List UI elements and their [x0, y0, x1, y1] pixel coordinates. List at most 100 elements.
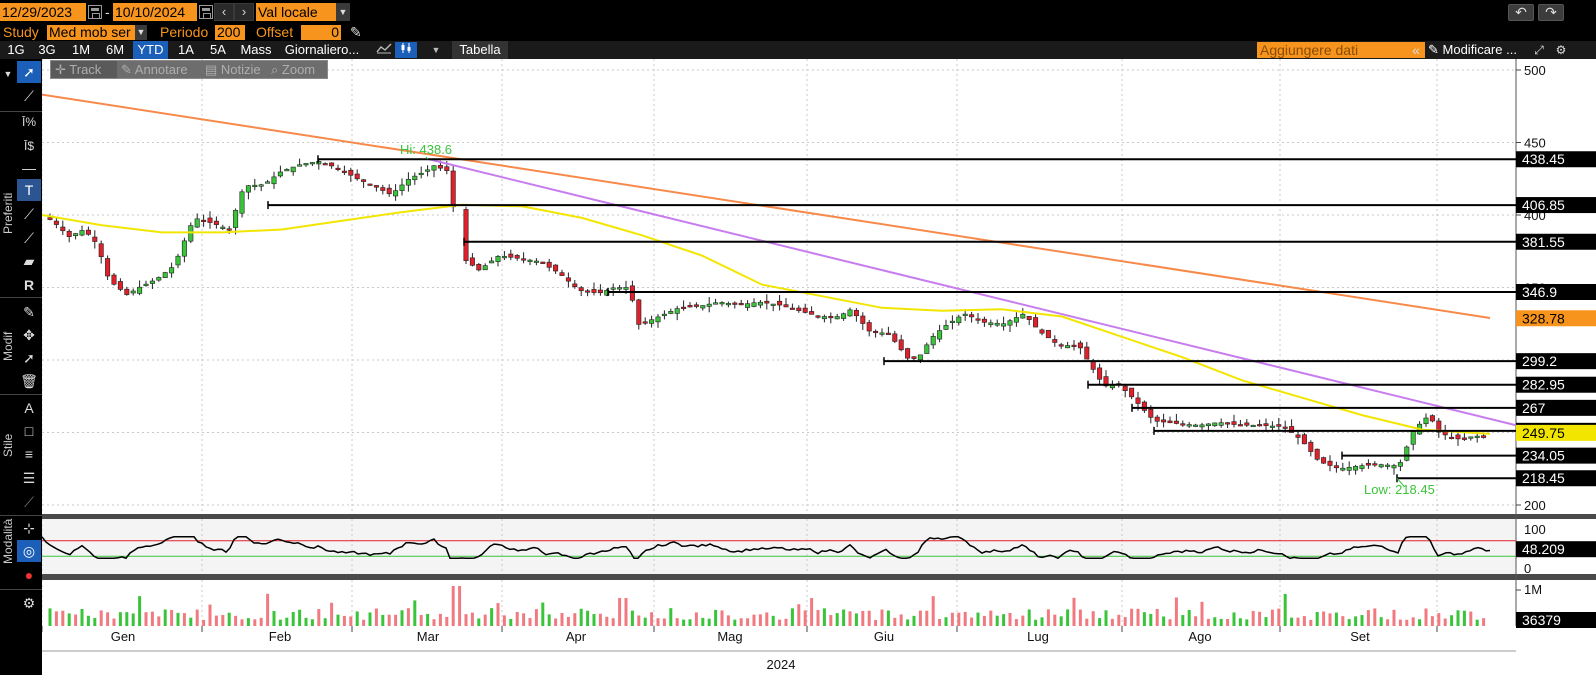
- trash-icon[interactable]: 🗑: [20, 373, 38, 389]
- dollar-icon[interactable]: Ī$: [23, 139, 34, 153]
- range-ytd[interactable]: YTD: [133, 41, 168, 59]
- volume-bar: [1341, 616, 1345, 626]
- volume-bar: [1034, 619, 1038, 626]
- prev-period-button[interactable]: ‹: [214, 3, 234, 21]
- line-chart-icon[interactable]: [373, 42, 395, 58]
- color-palette-icon[interactable]: ●: [24, 567, 34, 583]
- offset-label: Offset: [256, 24, 294, 40]
- range-mass[interactable]: Mass: [240, 42, 272, 57]
- candle: [1071, 344, 1077, 347]
- range-1a[interactable]: 1A: [178, 42, 194, 57]
- candle: [1148, 408, 1154, 418]
- volume-bar: [1354, 616, 1358, 626]
- add-data-input[interactable]: Aggiungere dati: [1257, 42, 1425, 58]
- volume-bar: [157, 616, 161, 626]
- collapse-icon[interactable]: «: [1412, 42, 1420, 58]
- range-5a[interactable]: 5A: [210, 42, 226, 57]
- calendar-icon[interactable]: [199, 5, 213, 19]
- ray-icon[interactable]: ⟋: [24, 206, 34, 222]
- move-icon[interactable]: ✥: [23, 327, 35, 343]
- pencil-icon[interactable]: ✎: [350, 24, 362, 40]
- pencil-icon[interactable]: ✎: [23, 304, 35, 320]
- volume-bar: [1334, 612, 1338, 626]
- candle: [1263, 423, 1269, 426]
- volume-bar: [573, 613, 577, 626]
- currency-select[interactable]: Val locale: [256, 3, 336, 21]
- undo-icon[interactable]: ↶: [1508, 4, 1534, 21]
- crosshair-icon[interactable]: ⊹: [23, 520, 35, 536]
- range-1m[interactable]: 1M: [71, 42, 91, 57]
- draw-line-icon[interactable]: ⟋: [24, 88, 34, 104]
- candlestick-icon[interactable]: [395, 42, 417, 58]
- candle: [1173, 420, 1179, 424]
- line-width-icon[interactable]: ≡: [24, 446, 34, 462]
- x-tick-label: Gen: [111, 629, 136, 644]
- study-select[interactable]: Med mob ser: [47, 25, 135, 40]
- refresh-icon[interactable]: ↷: [1538, 4, 1564, 21]
- frequency-select[interactable]: Giornaliero...: [284, 42, 360, 57]
- candle: [597, 289, 603, 294]
- candle: [802, 307, 808, 313]
- candle: [412, 175, 418, 181]
- x-tick-label: Set: [1350, 629, 1370, 644]
- start-date-field[interactable]: 12/29/2023: [0, 3, 86, 21]
- gear-icon[interactable]: ⚙: [22, 595, 36, 611]
- text-tool-icon[interactable]: T: [17, 179, 41, 201]
- volume-bar: [266, 593, 270, 626]
- calendar-icon[interactable]: [88, 5, 102, 19]
- magnet-icon[interactable]: ◎: [17, 540, 41, 562]
- trend-line-icon[interactable]: ⟋: [24, 230, 34, 246]
- end-date-field[interactable]: 10/10/2024: [113, 3, 197, 21]
- font-icon[interactable]: A: [24, 400, 34, 416]
- table-button[interactable]: Tabella: [452, 41, 508, 59]
- volume-bar: [342, 615, 346, 626]
- volume-bar: [1469, 611, 1473, 626]
- track-button[interactable]: ✛ Track: [51, 61, 117, 78]
- volume-bar: [195, 609, 199, 626]
- candle: [610, 287, 616, 290]
- next-period-button[interactable]: ›: [234, 3, 254, 21]
- volume-bar: [624, 598, 628, 626]
- price-chart[interactable]: 500450400350300250200GenFebMarAprMagGiuL…: [42, 59, 1596, 675]
- volume-bar: [810, 598, 814, 626]
- chevron-down-icon[interactable]: ▼: [135, 25, 147, 40]
- volume-bar: [381, 614, 385, 626]
- volume-bar: [950, 612, 954, 626]
- gear-icon[interactable]: ⚙: [1555, 43, 1567, 57]
- range-1g[interactable]: 1G: [7, 42, 25, 57]
- cursor-icon[interactable]: ➚: [17, 61, 41, 83]
- volume-bar: [502, 615, 506, 626]
- offset-input[interactable]: 0: [301, 25, 341, 40]
- candle: [149, 280, 155, 284]
- chart-area[interactable]: 500450400350300250200GenFebMarAprMagGiuL…: [42, 59, 1596, 675]
- volume-bar: [579, 608, 583, 626]
- oscillator-line: [42, 536, 1491, 560]
- range-6m[interactable]: 6M: [105, 42, 125, 57]
- volume-bar: [227, 612, 231, 626]
- retracement-icon[interactable]: R: [23, 277, 35, 293]
- candle: [866, 322, 872, 332]
- modify-button[interactable]: ✎ Modificare ...: [1428, 41, 1524, 59]
- volume-bar: [432, 619, 436, 626]
- percent-icon[interactable]: Ī%: [21, 115, 36, 129]
- eraser-icon[interactable]: ⟋: [24, 494, 34, 510]
- menu-toggle-icon[interactable]: ▼: [3, 69, 13, 79]
- period-input[interactable]: 200: [215, 25, 245, 40]
- chevron-down-icon[interactable]: ▼: [336, 3, 350, 21]
- group-modalita[interactable]: Modalità: [1, 518, 15, 564]
- range-3g[interactable]: 3G: [38, 42, 56, 57]
- zoom-button[interactable]: ⌕ Zoom: [271, 62, 316, 77]
- channel-icon[interactable]: ▰: [23, 253, 35, 269]
- candle: [585, 290, 591, 293]
- candle: [1455, 434, 1461, 440]
- fill-color-icon[interactable]: □: [24, 423, 34, 439]
- expand-icon[interactable]: ⤢: [1534, 43, 1544, 57]
- chevron-down-icon[interactable]: ▼: [431, 45, 441, 55]
- news-button[interactable]: ▤ Notizie: [205, 62, 261, 77]
- select-icon[interactable]: ➚: [23, 350, 35, 366]
- horizontal-line-icon[interactable]: —: [22, 160, 36, 176]
- group-modif[interactable]: Modif: [1, 331, 15, 361]
- line-style-icon[interactable]: ☰: [22, 470, 36, 486]
- annotate-button[interactable]: ✎ Annotare: [121, 62, 188, 77]
- volume-bar: [496, 603, 500, 626]
